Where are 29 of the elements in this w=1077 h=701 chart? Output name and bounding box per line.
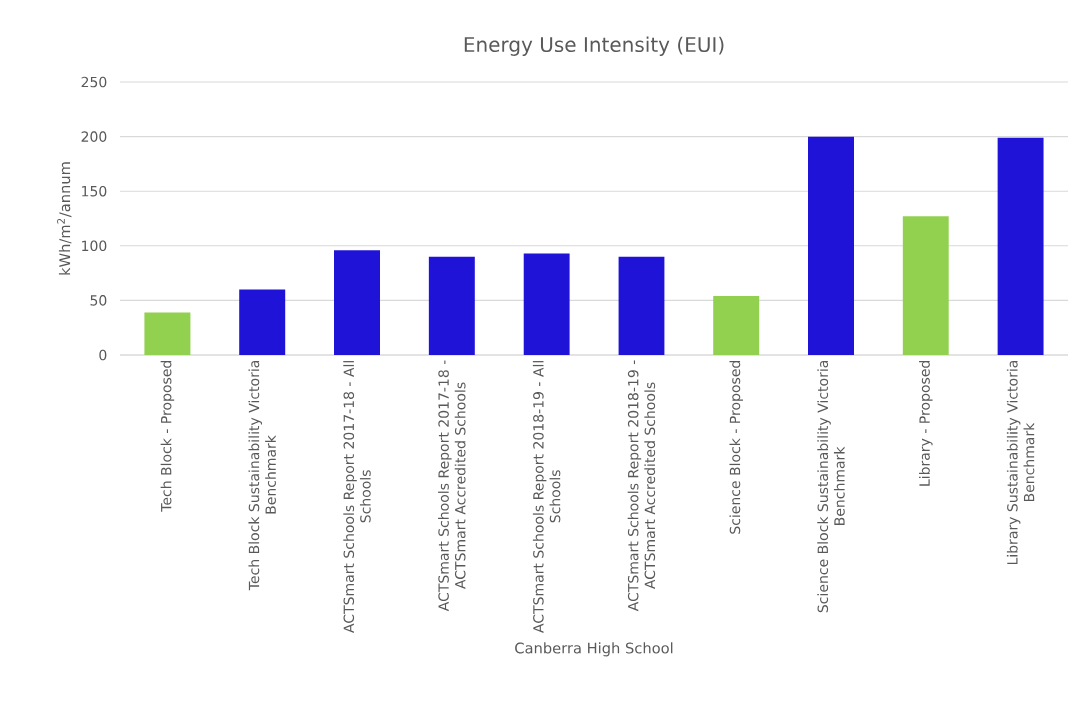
- chart-title: Energy Use Intensity (EUI): [464, 36, 724, 56]
- bar: [618, 256, 665, 355]
- bar: [808, 136, 855, 355]
- bar: [144, 312, 191, 355]
- x-tick-label: Science Block - Proposed: [729, 360, 743, 534]
- y-tick-label: 250: [81, 76, 107, 88]
- x-tick-label: Science Block Sustainability Victoria Benchmark: [817, 360, 845, 613]
- bar: [239, 289, 286, 355]
- x-axis-title: Canberra High School: [515, 642, 673, 657]
- x-tick-label: ACTSmart Schools Report 2017-18 - All Schools: [343, 361, 371, 633]
- x-tick-label: Library Sustainability Victoria Benchmark: [1006, 360, 1035, 565]
- y-tick-label: 50: [90, 295, 107, 306]
- bar: [997, 137, 1044, 355]
- y-tick-label: 200: [81, 131, 107, 142]
- bar: [428, 256, 475, 355]
- bar: [523, 253, 570, 355]
- x-tick-label: ACTSmart Schools Report 2017-18 - ACTSmart Accredited Schools: [438, 360, 466, 612]
- y-tick-label: 100: [82, 240, 107, 252]
- x-tick-label: Tech Block - Proposed: [160, 360, 175, 512]
- x-tick-label: Tech Block Sustainability Victoria Benchmark: [248, 360, 276, 591]
- bar: [334, 250, 381, 355]
- x-tick-label: Library - Proposed: [919, 360, 933, 486]
- bar: [713, 296, 760, 355]
- x-tick-label: ACTSmart Schools Report 2018-19 - All Schools: [532, 361, 561, 633]
- y-tick-label: 150: [82, 185, 107, 197]
- y-tick-label: 0: [99, 349, 107, 361]
- y-axis-title: kWh/m$^{2}$/annum: [57, 162, 72, 275]
- x-tick-label: ACTSmart Schools Report 2018-19 - ACTSmart Accredited Schools: [627, 360, 656, 612]
- bar: [902, 216, 949, 355]
